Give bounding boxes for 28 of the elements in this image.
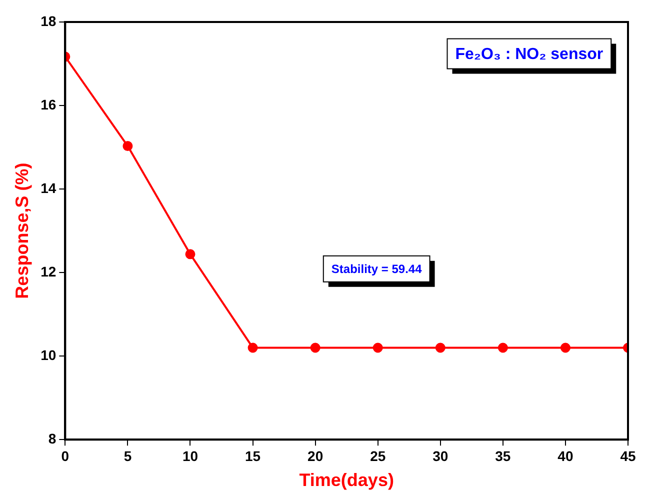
y-tick-label: 10 — [40, 346, 56, 363]
point — [310, 342, 320, 353]
point — [498, 342, 508, 353]
annotation: Fe₂O₃ : NO₂ sensor — [455, 46, 604, 64]
x-tick-label: 30 — [432, 448, 448, 464]
x-tick-label: 35 — [495, 448, 511, 464]
point — [248, 342, 258, 353]
y-tick-label: 18 — [40, 12, 56, 29]
y-axis-title: Response,S (%) — [12, 162, 32, 299]
point — [560, 342, 570, 353]
x-tick-label: 45 — [620, 448, 636, 464]
annotation: Stability = 59.44 — [331, 262, 422, 276]
y-tick-label: 14 — [40, 180, 56, 196]
y-tick-label: 8 — [48, 430, 56, 446]
point — [122, 141, 133, 152]
x-tick-label: 0 — [61, 448, 70, 464]
point — [372, 342, 383, 353]
x-tick-label: 10 — [182, 448, 198, 464]
point — [185, 249, 196, 260]
y-tick-label: 16 — [40, 96, 56, 112]
y-tick-label: 12 — [40, 263, 56, 280]
x-axis-title: Time(days) — [299, 470, 394, 490]
x-tick-label: 15 — [244, 448, 261, 464]
x-tick-label: 20 — [308, 448, 324, 464]
x-tick-label: 5 — [124, 448, 132, 464]
point — [435, 342, 446, 353]
x-tick-label: 25 — [370, 448, 386, 464]
x-tick-label: 40 — [558, 448, 574, 464]
